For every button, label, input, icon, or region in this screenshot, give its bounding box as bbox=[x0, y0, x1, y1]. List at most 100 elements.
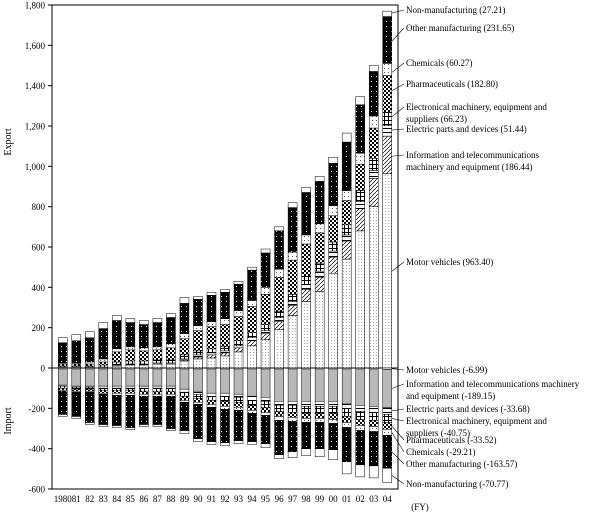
bar-segment-export-other bbox=[58, 342, 68, 364]
bar-segment-export-motor bbox=[152, 363, 163, 369]
bar-segment-import-info bbox=[166, 368, 176, 387]
bar-segment-import-elec bbox=[355, 411, 365, 420]
bar-segment-import-other bbox=[220, 409, 230, 443]
bar-segment-export-elec bbox=[355, 190, 365, 202]
bar-segment-export-pharma bbox=[112, 351, 122, 363]
bar-segment-import-nonmfg bbox=[166, 428, 176, 431]
bar-segment-import-chem bbox=[179, 400, 190, 403]
bar-segment-export-parts bbox=[328, 250, 338, 258]
bar-segment-import-parts bbox=[193, 390, 203, 395]
bar-segment-export-elec bbox=[139, 360, 149, 365]
bar-segment-import-nonmfg bbox=[301, 448, 311, 456]
bar-segment-import-other bbox=[328, 423, 338, 450]
bar-segment-import-info bbox=[220, 368, 230, 394]
bar-segment-export-other bbox=[98, 328, 109, 360]
bar-segment-import-info bbox=[139, 368, 149, 387]
bar-segment-export-pharma bbox=[247, 306, 257, 333]
bar-segment-export-pharma bbox=[98, 361, 109, 366]
bar-segment-export-other bbox=[206, 295, 217, 322]
legend-label-export: Pharmaceuticals (182.80) bbox=[406, 79, 498, 89]
x-tick-label: 88 bbox=[166, 494, 176, 504]
bar-segment-export-info bbox=[287, 305, 298, 316]
bar-segment-import-info bbox=[247, 368, 257, 397]
bar-segment-import-other bbox=[341, 427, 352, 463]
bar-segment-import-info bbox=[58, 368, 68, 386]
bar-segment-import-elec bbox=[220, 395, 230, 402]
bar-segment-import-info bbox=[368, 368, 379, 407]
bar-segment-export-other bbox=[85, 337, 95, 363]
bar-segment-export-parts bbox=[355, 201, 365, 209]
bar-segment-import-chem bbox=[355, 425, 365, 431]
bar-segment-import-parts bbox=[328, 401, 338, 407]
bar-segment-export-info bbox=[274, 321, 284, 330]
bar-segment-export-elec bbox=[274, 311, 284, 318]
bar-segment-import-nonmfg bbox=[125, 427, 136, 430]
bar-segment-export-nonmfg bbox=[125, 318, 136, 323]
bar-segment-export-parts bbox=[247, 337, 257, 342]
bar-segment-import-pharma bbox=[247, 405, 257, 411]
bar-segment-import-pharma bbox=[166, 390, 176, 395]
bar-segment-export-pharma bbox=[341, 200, 352, 226]
bar-segment-import-other bbox=[260, 415, 271, 444]
x-tick-label: 97 bbox=[288, 494, 298, 504]
bar-segment-export-info bbox=[355, 208, 365, 232]
bar-segment-import-parts bbox=[301, 401, 311, 407]
bar-segment-export-motor bbox=[341, 258, 352, 369]
bar-segment-import-other bbox=[233, 410, 244, 441]
legend-label-import: Pharmaceuticals (-33.52) bbox=[406, 435, 496, 445]
bar-segment-export-parts bbox=[301, 284, 311, 290]
bar-segment-import-nonmfg bbox=[58, 414, 68, 417]
bar-segment-import-other bbox=[368, 431, 379, 467]
x-tick-label: 85 bbox=[126, 494, 136, 504]
bar-segment-export-parts bbox=[193, 354, 203, 358]
bar-segment-export-chem bbox=[152, 346, 163, 351]
bar-segment-export-pharma bbox=[382, 75, 392, 113]
bar-segment-export-motor bbox=[328, 272, 338, 369]
bar-segment-export-pharma bbox=[125, 349, 136, 362]
bar-segment-export-chem bbox=[260, 287, 271, 295]
bar-segment-export-other bbox=[382, 16, 392, 64]
bar-segment-export-pharma bbox=[85, 363, 95, 367]
bar-segment-export-chem bbox=[328, 205, 338, 216]
bar-segment-export-chem bbox=[382, 63, 392, 76]
bar-segment-export-elec bbox=[166, 359, 176, 364]
bar-segment-export-motor bbox=[260, 339, 271, 369]
bar-segment-export-motor bbox=[193, 358, 203, 369]
bar-segment-export-nonmfg bbox=[341, 132, 352, 143]
bar-segment-export-info bbox=[301, 289, 311, 302]
bar-segment-export-chem bbox=[193, 325, 203, 331]
legend-label-export: Electric parts and devices (51.44) bbox=[406, 124, 527, 134]
bar-segment-import-nonmfg bbox=[193, 438, 203, 442]
y-tick-label: 600 bbox=[32, 243, 46, 253]
bar-segment-import-chem bbox=[193, 402, 203, 405]
legend-label-export: Electronical machinery, equipment and bbox=[406, 102, 547, 112]
bar-segment-import-pharma bbox=[314, 413, 325, 419]
bar-segment-export-pharma bbox=[368, 127, 379, 159]
bar-segment-export-pharma bbox=[260, 294, 271, 325]
bar-segment-import-other bbox=[206, 407, 217, 442]
bar-segment-import-pharma bbox=[382, 422, 392, 430]
legend-leader bbox=[391, 106, 405, 118]
bar-segment-export-chem bbox=[368, 115, 379, 129]
bar-segment-export-nonmfg bbox=[139, 320, 149, 325]
bar-segment-import-other bbox=[274, 420, 284, 455]
bar-segment-import-other bbox=[112, 394, 122, 426]
bar-segment-import-info bbox=[260, 368, 271, 398]
bar-segment-import-elec bbox=[382, 414, 392, 423]
y-tick-label: 0 bbox=[41, 364, 46, 374]
bar-segment-import-chem bbox=[206, 404, 217, 408]
bar-segment-export-chem bbox=[314, 223, 325, 234]
x-tick-label: 96 bbox=[275, 494, 285, 504]
bar-segment-import-elec bbox=[166, 387, 176, 392]
bar-segment-export-elec bbox=[98, 364, 109, 368]
bar-segment-export-info bbox=[382, 135, 392, 174]
bar-segment-export-motor bbox=[125, 364, 136, 369]
y-tick-label: 200 bbox=[32, 323, 46, 333]
bar-segment-export-info bbox=[206, 354, 217, 359]
bar-segment-import-info bbox=[301, 368, 311, 402]
bar-segment-import-other bbox=[71, 391, 82, 417]
y-tick-label: 1,000 bbox=[25, 162, 46, 172]
bar-segment-export-other bbox=[301, 192, 311, 236]
bar-segment-export-other bbox=[220, 292, 230, 319]
bar-segment-import-parts bbox=[274, 401, 284, 406]
